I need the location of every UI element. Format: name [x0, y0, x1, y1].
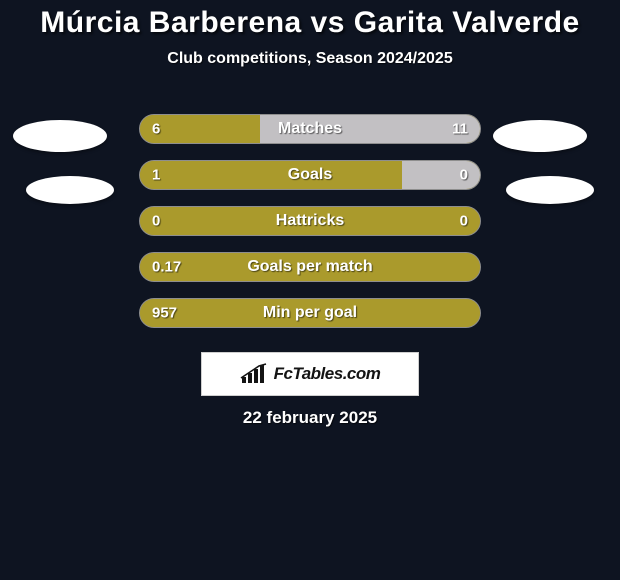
team-badge-right [506, 176, 594, 204]
stat-row: Hattricks 0 0 [139, 206, 481, 236]
stat-label: Min per goal [263, 304, 357, 322]
stat-row: Goals 1 0 [139, 160, 481, 190]
stat-value-right: 11 [452, 121, 468, 138]
stat-label: Goals [288, 166, 332, 184]
stat-label: Hattricks [276, 212, 344, 230]
team-badge-left [13, 120, 107, 152]
stat-value-left: 6 [152, 121, 160, 138]
stat-row: Matches 6 11 [139, 114, 481, 144]
fctables-logo: FcTables.com [201, 352, 419, 396]
stat-value-right: 0 [460, 167, 468, 184]
stat-label: Goals per match [247, 258, 372, 276]
stat-fill-right [402, 161, 480, 189]
team-badge-right [493, 120, 587, 152]
team-badge-left [26, 176, 114, 204]
stat-value-left: 957 [152, 305, 177, 322]
date-line: 22 february 2025 [243, 408, 377, 428]
barchart-icon [240, 363, 268, 385]
subtitle: Club competitions, Season 2024/2025 [0, 50, 620, 68]
page-title: Múrcia Barberena vs Garita Valverde [0, 0, 620, 40]
logo-text: FcTables.com [274, 364, 381, 384]
stat-row: Goals per match 0.17 [139, 252, 481, 282]
stat-fill-left [140, 161, 402, 189]
stat-value-left: 0 [152, 213, 160, 230]
stat-value-right: 0 [460, 213, 468, 230]
stat-label: Matches [278, 120, 342, 138]
stat-value-left: 1 [152, 167, 160, 184]
stat-rows: Matches 6 11 Goals 1 0 Hattricks 0 0 Goals per ma… [139, 114, 481, 328]
stat-value-left: 0.17 [152, 259, 181, 276]
stat-row: Min per goal 957 [139, 298, 481, 328]
